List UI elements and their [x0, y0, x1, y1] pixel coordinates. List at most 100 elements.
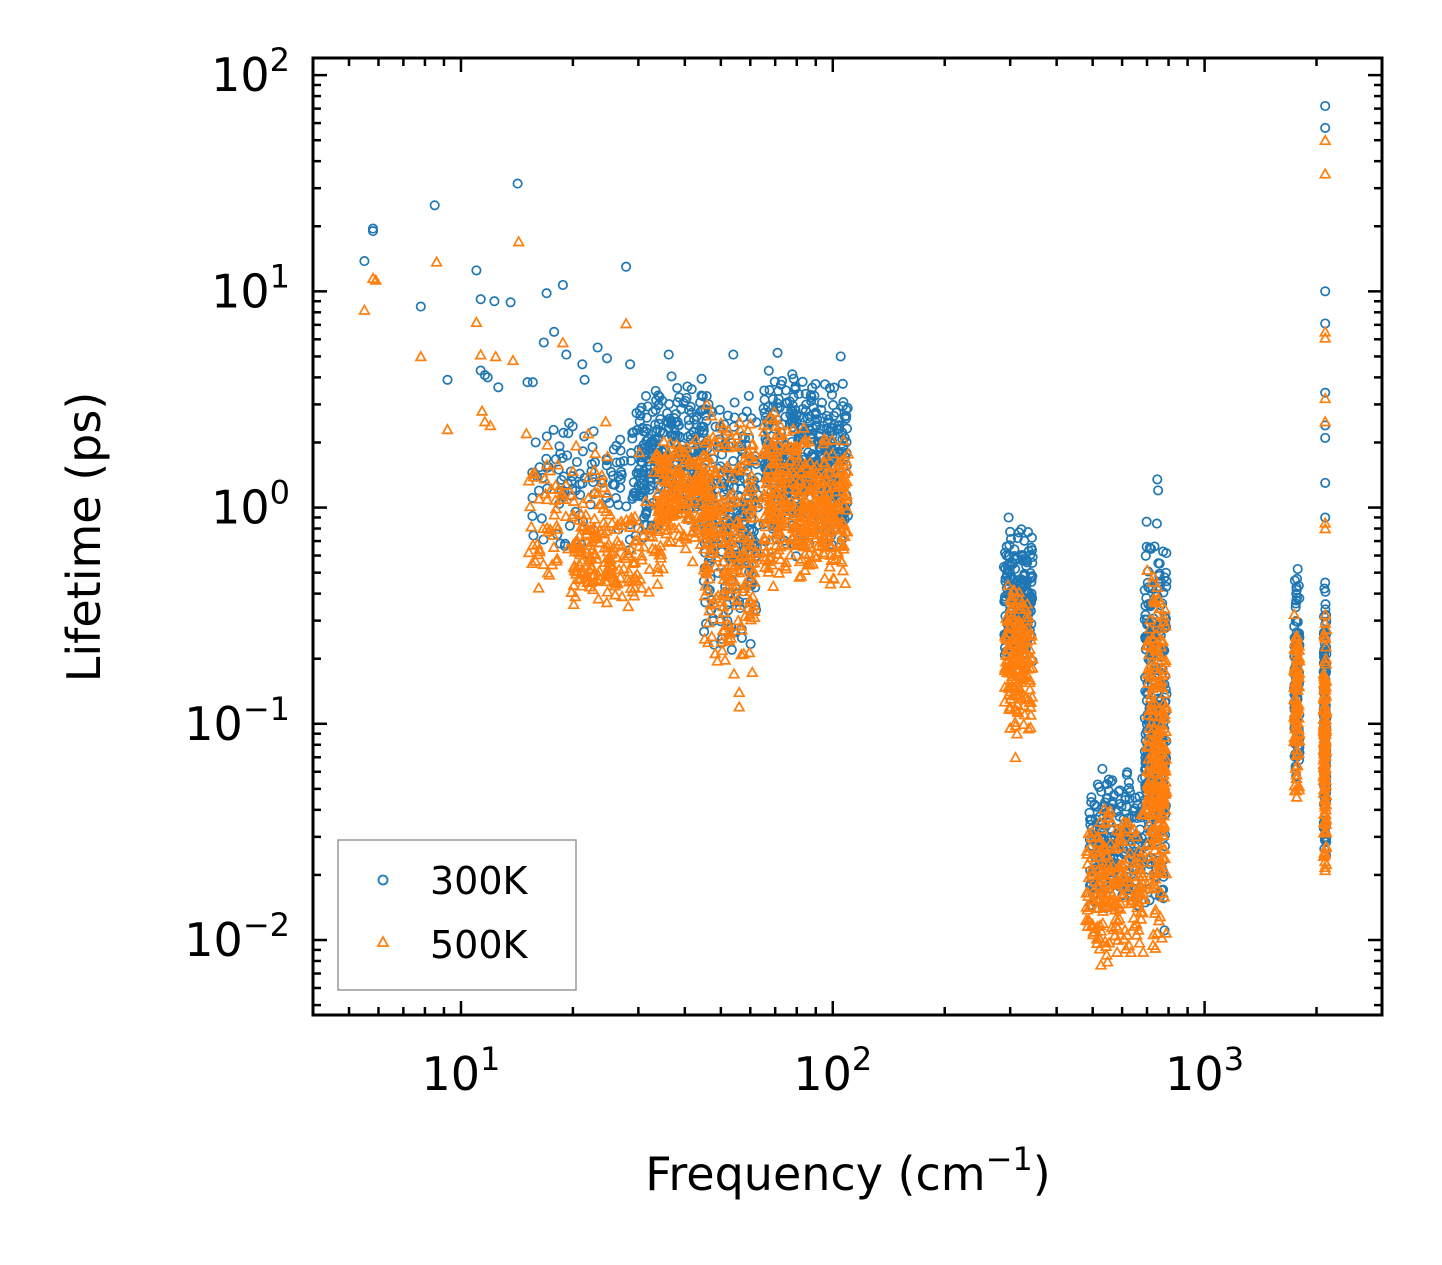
point-300K-59 — [558, 427, 569, 438]
point-500K-546 — [705, 630, 719, 642]
point-500K-85 — [596, 475, 609, 487]
point-500K-1411 — [1118, 923, 1132, 935]
point-500K-655 — [732, 438, 746, 450]
point-500K-1105 — [824, 548, 837, 560]
point-500K-1490 — [1098, 840, 1112, 852]
point-500K-1255 — [1021, 693, 1034, 705]
point-500K-405 — [698, 436, 712, 448]
point-500K-1997 — [1319, 807, 1332, 819]
point-500K-2015 — [441, 423, 454, 435]
point-500K-476 — [690, 458, 703, 470]
point-500K-1109 — [835, 479, 849, 491]
point-500K-1732 — [1150, 607, 1164, 619]
point-500K-19 — [569, 439, 583, 451]
point-500K-1545 — [1145, 687, 1158, 699]
point-500K-32 — [541, 438, 554, 450]
point-300K-2093 — [415, 301, 426, 312]
point-500K-434 — [671, 506, 685, 518]
point-500K-874 — [762, 504, 776, 516]
point-500K-1102 — [806, 484, 819, 496]
point-300K-1077 — [810, 407, 821, 418]
plot-frame — [311, 56, 1384, 1017]
point-500K-884 — [793, 488, 806, 500]
point-500K-561 — [715, 644, 729, 656]
point-500K-984 — [817, 432, 831, 444]
point-500K-755 — [781, 519, 795, 531]
point-500K-518 — [707, 492, 721, 505]
point-500K-638 — [715, 494, 729, 506]
point-500K-570 — [730, 598, 744, 611]
point-300K-2096 — [471, 265, 482, 276]
point-500K-1657 — [1152, 815, 1165, 827]
point-300K-1087 — [838, 397, 849, 408]
point-500K-224 — [639, 494, 653, 507]
point-500K-1773 — [1143, 622, 1157, 634]
point-300K-876 — [759, 394, 770, 405]
point-500K-1062 — [840, 488, 854, 500]
point-500K-944 — [798, 563, 812, 575]
point-500K-1346 — [1098, 802, 1111, 814]
point-500K-75 — [545, 558, 559, 570]
point-300K-602 — [728, 456, 739, 467]
point-500K-229 — [648, 545, 661, 557]
point-500K-1948 — [1319, 640, 1333, 652]
point-500K-597 — [736, 548, 749, 560]
point-300K-1634 — [1140, 550, 1151, 561]
point-500K-1552 — [1146, 575, 1159, 587]
point-500K-817 — [761, 435, 775, 447]
point-500K-1079 — [818, 519, 831, 531]
point-500K-280 — [651, 522, 664, 535]
point-500K-1602 — [1148, 843, 1162, 855]
point-300K-1283 — [1017, 553, 1029, 565]
point-500K-1116 — [817, 548, 831, 560]
point-500K-1439 — [1123, 876, 1137, 888]
point-300K-76 — [611, 457, 622, 468]
point-500K-1273 — [1006, 666, 1020, 679]
point-500K-1766 — [1157, 794, 1171, 806]
point-500K-704 — [738, 609, 752, 622]
point-500K-250 — [611, 577, 624, 589]
point-500K-703 — [703, 604, 716, 616]
point-500K-1869 — [1293, 726, 1306, 738]
point-500K-1838 — [1290, 790, 1303, 802]
y-tick-label-10: 101 — [211, 257, 290, 318]
point-500K-274 — [679, 542, 692, 554]
point-500K-959 — [827, 572, 841, 584]
point-500K-641 — [704, 444, 717, 456]
point-500K-1755 — [1154, 754, 1168, 766]
point-500K-684 — [701, 636, 715, 648]
point-500K-1772 — [1159, 867, 1173, 879]
point-500K-716 — [746, 590, 759, 602]
point-300K-2118 — [663, 349, 674, 360]
point-500K-660 — [716, 586, 730, 599]
point-500K-1712 — [1158, 687, 1171, 699]
point-500K-310 — [655, 548, 668, 560]
point-500K-520 — [748, 490, 762, 502]
point-500K-644 — [730, 514, 744, 526]
point-500K-544 — [702, 572, 716, 584]
point-500K-436 — [674, 466, 688, 478]
point-500K-1674 — [1150, 880, 1163, 892]
point-500K-917 — [767, 442, 780, 454]
point-500K-1483 — [1099, 848, 1112, 860]
point-300K-122 — [538, 534, 549, 545]
point-500K-687 — [716, 555, 730, 567]
point-300K-2114 — [592, 342, 603, 353]
legend: 300K 500K — [337, 839, 577, 991]
point-300K-71 — [577, 446, 588, 457]
point-500K-1848 — [1291, 669, 1305, 681]
point-500K-626 — [738, 549, 752, 561]
point-500K-248 — [651, 577, 664, 589]
point-500K-1376 — [1138, 893, 1151, 905]
point-300K-1927 — [1291, 592, 1303, 603]
point-300K-1298 — [1016, 524, 1027, 535]
point-500K-109 — [586, 583, 600, 595]
point-300K-31 — [627, 433, 638, 444]
point-300K-359 — [698, 421, 709, 432]
point-500K-844 — [758, 510, 771, 522]
point-500K-1016 — [826, 447, 839, 459]
point-500K-1734 — [1145, 641, 1159, 653]
point-500K-1251 — [1019, 691, 1032, 703]
point-500K-473 — [680, 511, 694, 524]
point-500K-1290 — [1000, 648, 1013, 660]
